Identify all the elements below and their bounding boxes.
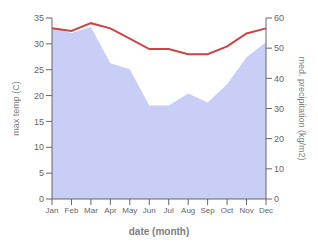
svg-text:10: 10 [34,142,44,152]
svg-text:Feb: Feb [65,206,79,215]
svg-text:60: 60 [274,13,284,23]
svg-text:Dec: Dec [259,206,273,215]
svg-text:50: 50 [274,43,284,53]
svg-text:Mar: Mar [84,206,98,215]
svg-text:20: 20 [274,134,284,144]
svg-text:35: 35 [34,13,44,23]
svg-text:10: 10 [274,164,284,174]
svg-text:15: 15 [34,117,44,127]
svg-text:5: 5 [39,168,44,178]
svg-text:max temp (C): max temp (C) [11,81,21,136]
svg-text:40: 40 [274,74,284,84]
svg-text:Oct: Oct [221,206,234,215]
svg-text:date (month): date (month) [129,226,190,237]
svg-text:Jan: Jan [46,206,59,215]
svg-text:May: May [122,206,137,215]
svg-text:Jun: Jun [143,206,156,215]
svg-text:25: 25 [34,65,44,75]
svg-text:Aug: Aug [181,206,195,215]
svg-text:20: 20 [34,91,44,101]
svg-text:0: 0 [274,194,279,204]
svg-text:med. precipitation (kg/m2): med. precipitation (kg/m2) [297,56,307,160]
svg-text:Jul: Jul [164,206,174,215]
svg-text:Apr: Apr [104,206,117,215]
svg-text:Sep: Sep [201,206,216,215]
svg-text:Nov: Nov [239,206,253,215]
svg-text:30: 30 [34,39,44,49]
svg-text:0: 0 [39,194,44,204]
svg-text:30: 30 [274,104,284,114]
